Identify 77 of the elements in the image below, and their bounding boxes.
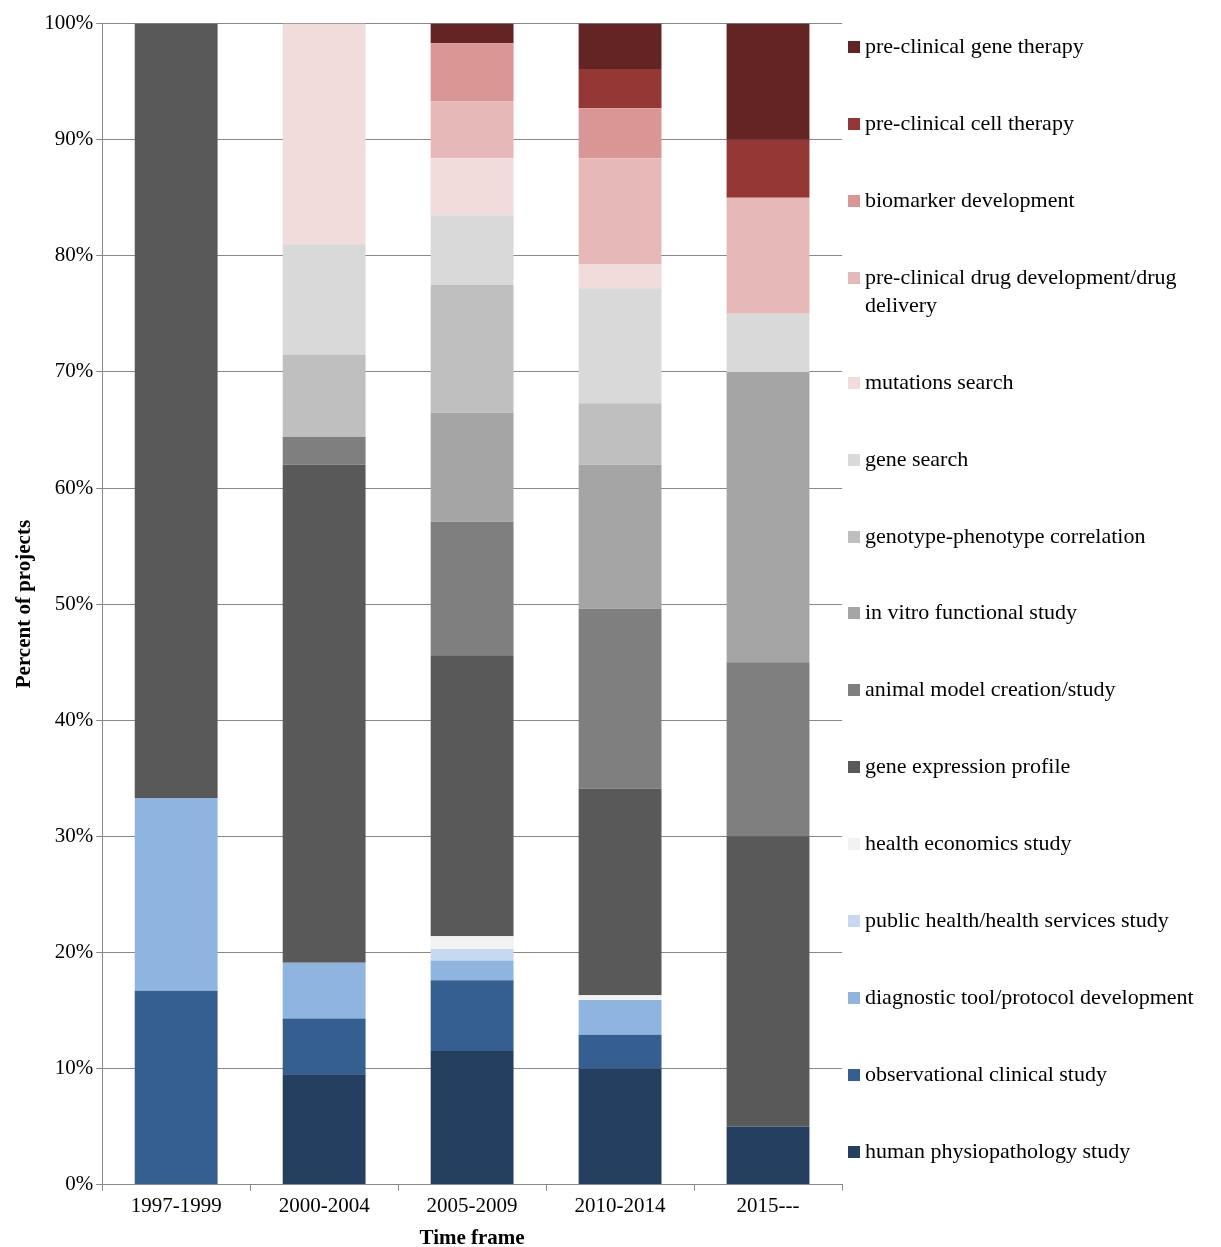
bar [282, 436, 366, 465]
y-tick-label: 30% [54, 822, 94, 847]
bar [578, 108, 662, 159]
bar [430, 101, 514, 159]
bar [430, 158, 514, 216]
bar [134, 797, 218, 991]
y-axis-title: Percent of projects [11, 519, 36, 689]
bar [282, 354, 366, 437]
legend-label: gene expression profile [865, 752, 1071, 781]
y-tick-label: 70% [54, 358, 94, 383]
y-tick-label: 90% [54, 126, 94, 151]
bar [282, 464, 366, 963]
bar [578, 1000, 662, 1035]
legend-label: human physiopathology study [865, 1136, 1131, 1165]
bar [282, 1018, 366, 1075]
bar [726, 836, 810, 1127]
bar [578, 288, 662, 404]
bar [430, 23, 514, 44]
bar [282, 962, 366, 1019]
x-tick-label: 2005-2009 [426, 1192, 518, 1217]
bar [578, 995, 662, 1000]
bar [578, 68, 662, 109]
bar [134, 23, 218, 798]
bar [430, 936, 514, 949]
legend-label: biomarker development [865, 185, 1075, 214]
bar [578, 158, 662, 264]
y-tick-label: 20% [54, 938, 94, 963]
bar [282, 23, 366, 245]
bar [578, 403, 662, 465]
x-tick-label: 2000-2004 [278, 1192, 371, 1217]
bar [726, 139, 810, 198]
legend-label: health economics study [865, 829, 1072, 858]
x-tick-label: 2015--- [736, 1192, 800, 1217]
bar [430, 948, 514, 961]
x-axis-title: Time frame [419, 1224, 525, 1247]
bar [430, 284, 514, 413]
legend-label: public health/health services study [865, 906, 1169, 935]
bar [430, 655, 514, 937]
bar [430, 215, 514, 285]
y-tick-label: 40% [54, 706, 94, 731]
bar [430, 1051, 514, 1185]
x-tick-label: 1997-1999 [130, 1192, 222, 1217]
bar [578, 464, 662, 609]
legend-label: in vitro functional study [865, 598, 1078, 627]
y-tick-label: 50% [54, 590, 94, 615]
legend-label: diagnostic tool/protocol development [865, 983, 1194, 1012]
x-tick-label: 2010-2014 [574, 1192, 667, 1217]
bar [134, 990, 218, 1185]
y-tick-label: 80% [54, 242, 94, 267]
legend-label: pre-clinical drug development/drug delivery [865, 262, 1178, 319]
legend-label: gene search [865, 444, 969, 473]
bar [430, 43, 514, 102]
y-tick-label: 10% [54, 1055, 94, 1080]
legend-label: pre-clinical cell therapy [865, 108, 1074, 137]
bar [578, 1034, 662, 1069]
bar [726, 1126, 810, 1185]
legend-label: mutations search [865, 367, 1014, 396]
y-tick-label: 0% [65, 1171, 94, 1196]
bar [430, 980, 514, 1052]
bar [430, 960, 514, 981]
legend-label: animal model creation/study [865, 675, 1116, 704]
legend-label: observational clinical study [865, 1060, 1107, 1088]
bar [726, 371, 810, 663]
bar [578, 23, 662, 69]
bar [578, 1068, 662, 1185]
y-tick-label: 60% [54, 474, 94, 499]
bar [726, 197, 810, 314]
bar [282, 1074, 366, 1185]
bar [726, 23, 810, 140]
bar [578, 788, 662, 996]
legend-label: genotype-phenotype correlation [865, 521, 1146, 550]
y-tick-label: 100% [44, 10, 94, 35]
bar [578, 263, 662, 289]
bar [282, 244, 366, 355]
legend-label: pre-clinical gene therapy [865, 32, 1084, 60]
bar [726, 313, 810, 372]
bar [430, 412, 514, 522]
